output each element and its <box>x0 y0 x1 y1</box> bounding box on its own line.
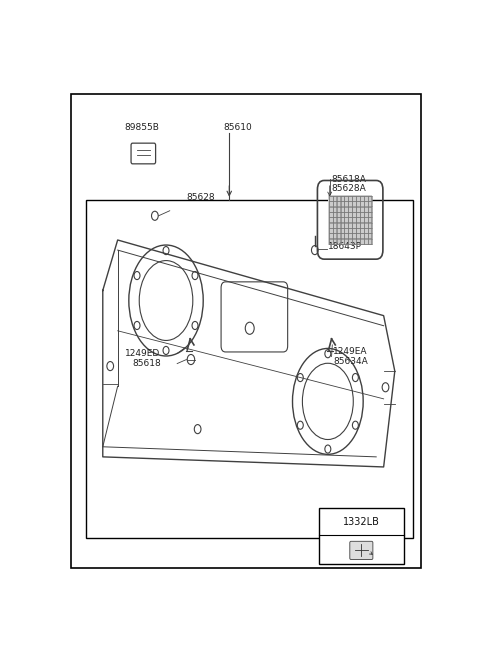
Text: 85610: 85610 <box>224 122 252 132</box>
FancyBboxPatch shape <box>328 195 372 245</box>
Text: 85628A: 85628A <box>332 184 366 193</box>
Text: 1249ED: 1249ED <box>125 349 160 358</box>
Text: 1249EA: 1249EA <box>334 347 368 356</box>
Bar <box>86 200 413 538</box>
FancyBboxPatch shape <box>350 541 373 559</box>
Text: 18643P: 18643P <box>328 242 362 251</box>
Text: 85628: 85628 <box>186 193 215 202</box>
Text: 85618: 85618 <box>132 359 161 368</box>
Text: 1332LB: 1332LB <box>343 517 380 527</box>
Text: 85634A: 85634A <box>334 356 368 365</box>
Bar <box>319 508 404 564</box>
Text: 89855B: 89855B <box>124 122 159 132</box>
Text: 85618A: 85618A <box>332 175 366 184</box>
